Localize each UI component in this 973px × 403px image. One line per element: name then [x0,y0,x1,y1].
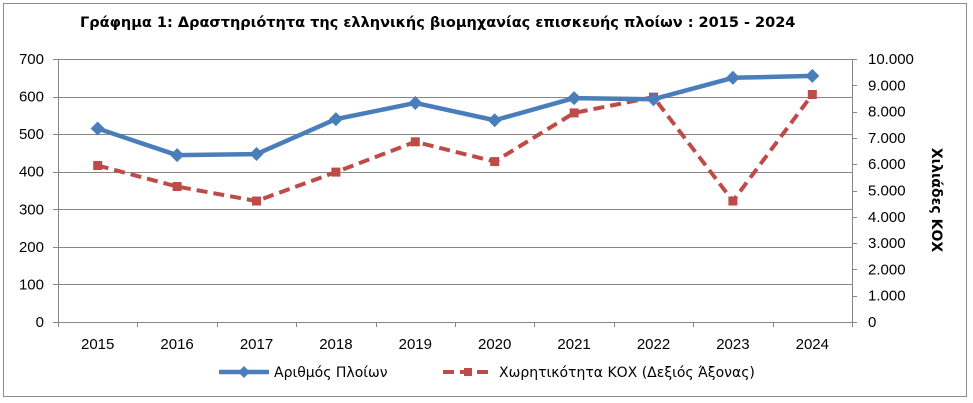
ships-point [725,70,740,85]
right-tick-label: 7.000 [868,130,906,147]
right-tick-label: 8.000 [868,104,906,121]
capacity-point [807,90,817,100]
legend-label-capacity: Χωρητικότητα ΚΟΧ (Δεξιός Άξονας) [499,365,755,381]
legend-item-capacity: Χωρητικότητα ΚΟΧ (Δεξιός Άξονας) [443,365,755,381]
right-tick-label: 9.000 [868,77,906,94]
x-tick-label: 2015 [81,336,114,353]
left-tick-label: 0 [36,314,44,331]
right-tick-label: 6.000 [868,156,906,173]
x-tick-label: 2024 [796,336,829,353]
ships-point [328,112,343,127]
legend: Αριθμός Πλοίων Χωρητικότητα ΚΟΧ (Δεξιός … [219,365,755,381]
x-tick-label: 2020 [478,336,511,353]
right-tick-label: 5.000 [868,183,906,200]
capacity-point [172,182,182,192]
left-tick-label: 400 [19,164,44,181]
ships-point [646,92,661,107]
ships-point [805,68,820,83]
ships-point [487,113,502,128]
capacity-point [569,108,579,118]
ships-point [408,95,423,110]
right-tick-label: 10.000 [868,51,914,68]
x-tick-label: 2018 [319,336,352,353]
x-tick-label: 2016 [160,336,193,353]
series-layer [90,68,820,206]
right-tick-label: 1.000 [868,288,906,305]
capacity-point [490,157,500,167]
x-tick-label: 2017 [240,336,273,353]
axes [53,59,857,327]
left-tick-label: 300 [19,201,44,218]
legend-item-ships: Αριθμός Πλοίων [219,365,388,381]
ships-point [249,147,264,162]
right-tick-label: 3.000 [868,235,906,252]
tick-labels: 0 100 200 300 400 500 600 700 0 1.000 2.000 3.000 4.… [19,51,914,353]
capacity-point [252,196,261,206]
chart-frame [3,3,967,397]
left-tick-label: 700 [19,51,44,68]
right-axis-title: Χιλιάδες ΚΟΧ [928,148,944,253]
capacity-point [331,167,341,177]
ships-point [567,91,582,106]
right-tick-label: 2.000 [868,261,906,278]
left-tick-label: 200 [19,239,44,256]
capacity-point [410,137,420,147]
legend-marker-ships [238,366,250,378]
series-line-capacity [97,93,814,204]
left-tick-label: 600 [19,89,44,106]
chart-title: Γράφημα 1: Δραστηριότητα της ελληνικής β… [80,15,796,31]
legend-marker-capacity [464,368,472,376]
left-tick-label: 100 [19,276,44,293]
capacity-point [93,161,103,171]
ships-point [170,148,185,163]
gridlines [58,59,852,285]
x-tick-label: 2023 [716,336,749,353]
left-tick-label: 500 [19,126,44,143]
series-line-ships [96,73,813,158]
ships-point [90,121,105,136]
right-tick-label: 4.000 [868,209,906,226]
x-tick-label: 2022 [637,336,670,353]
x-tick-label: 2019 [399,336,432,353]
right-tick-label: 0 [868,314,876,331]
capacity-point [728,196,738,206]
x-tick-label: 2021 [557,336,590,353]
legend-label-ships: Αριθμός Πλοίων [274,365,388,381]
